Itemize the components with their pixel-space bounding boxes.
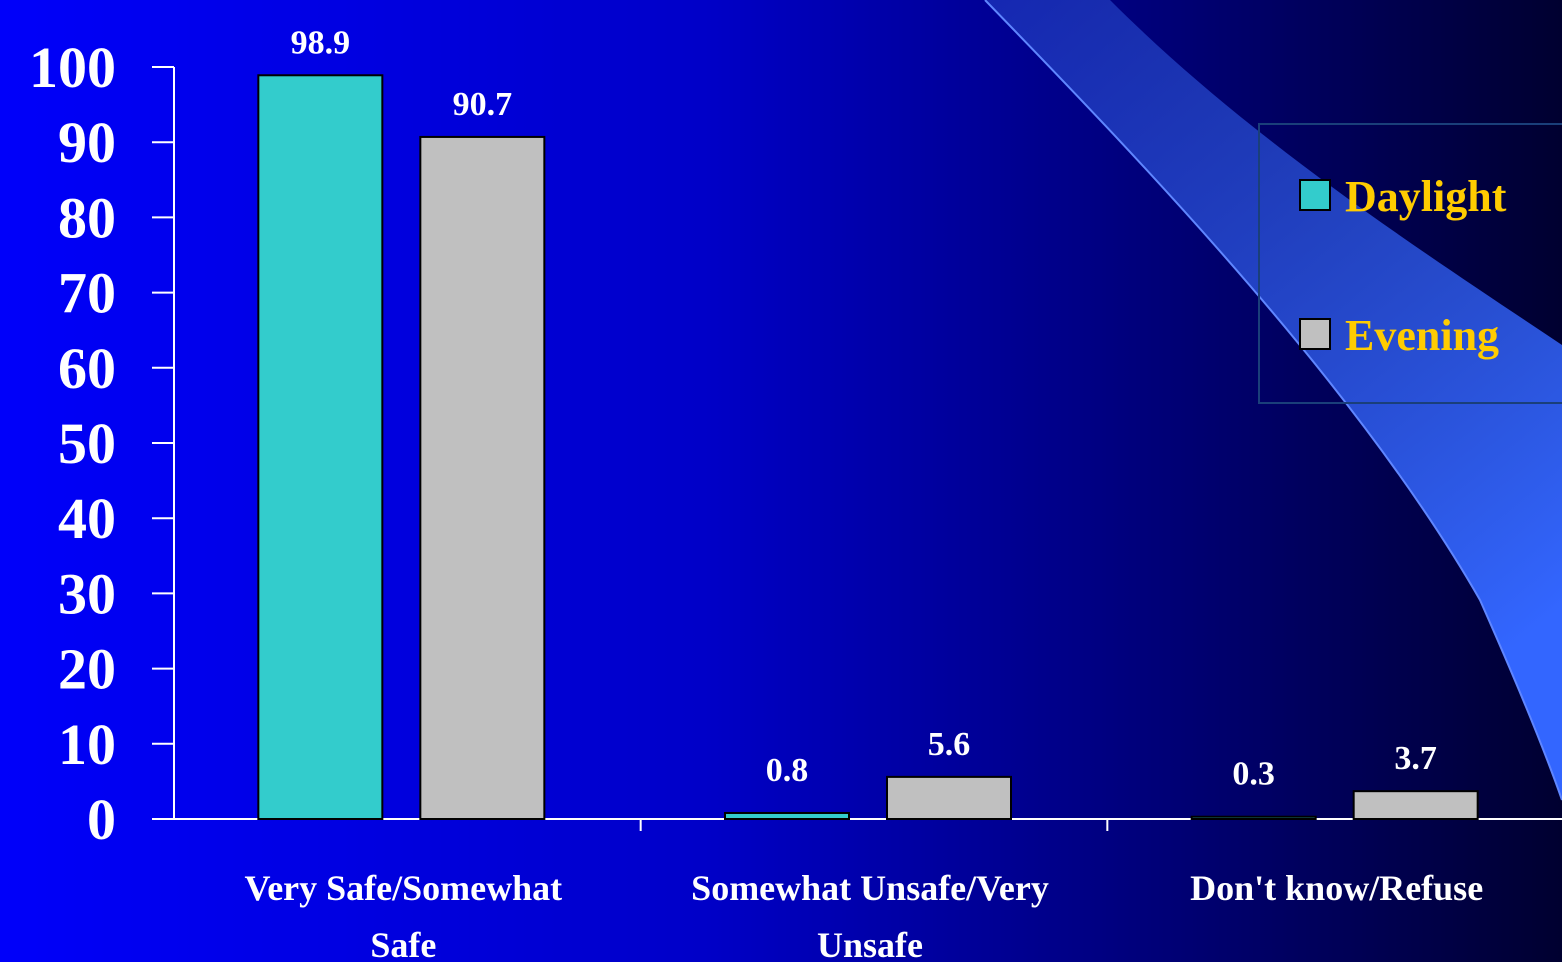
legend-label: Daylight <box>1345 172 1507 221</box>
x-tick-label: Very Safe/Somewhat <box>245 868 563 908</box>
bar-daylight <box>724 811 850 821</box>
y-tick-label: 90 <box>58 110 116 175</box>
data-label: 98.9 <box>291 24 351 61</box>
legend-label: Evening <box>1345 311 1499 360</box>
data-label: 0.3 <box>1232 756 1275 793</box>
y-tick-label: 50 <box>58 411 116 476</box>
bar-evening <box>886 775 1012 820</box>
legend: Daylight Evening <box>1258 123 1562 404</box>
legend-frame <box>1258 123 1562 404</box>
bar-evening <box>1352 790 1479 821</box>
y-tick-label: 10 <box>58 712 116 777</box>
bar-evening <box>419 135 546 821</box>
data-label: 3.7 <box>1394 740 1437 777</box>
y-tick-label: 100 <box>29 35 116 100</box>
plot-area: 0 10 20 30 40 50 60 70 80 90 100 98.9 90.7 Very Safe/… <box>29 24 1562 965</box>
bar-daylight <box>1190 815 1317 821</box>
y-tick-label: 0 <box>87 787 116 852</box>
x-tick-label: Unsafe <box>817 925 923 962</box>
data-label: 90.7 <box>453 86 513 123</box>
y-tick-label: 60 <box>58 336 116 401</box>
decorative-swoosh <box>985 0 1562 800</box>
legend-swatch-daylight <box>1299 179 1331 211</box>
y-tick-label: 40 <box>58 486 116 551</box>
legend-swatch-evening <box>1299 318 1331 350</box>
bar-daylight <box>257 74 384 821</box>
decorative-swoosh-edge <box>984 0 1562 801</box>
y-tick-label: 20 <box>58 637 116 702</box>
y-tick-label: 30 <box>58 561 116 626</box>
x-tick-label: Somewhat Unsafe/Very <box>691 868 1049 908</box>
x-tick-label: Don't know/Refuse <box>1190 868 1483 908</box>
y-tick-label: 80 <box>58 185 116 250</box>
data-label: 5.6 <box>928 726 971 763</box>
y-tick-label: 70 <box>58 261 116 326</box>
x-tick-label: Safe <box>370 925 436 962</box>
data-label: 0.8 <box>766 752 809 789</box>
